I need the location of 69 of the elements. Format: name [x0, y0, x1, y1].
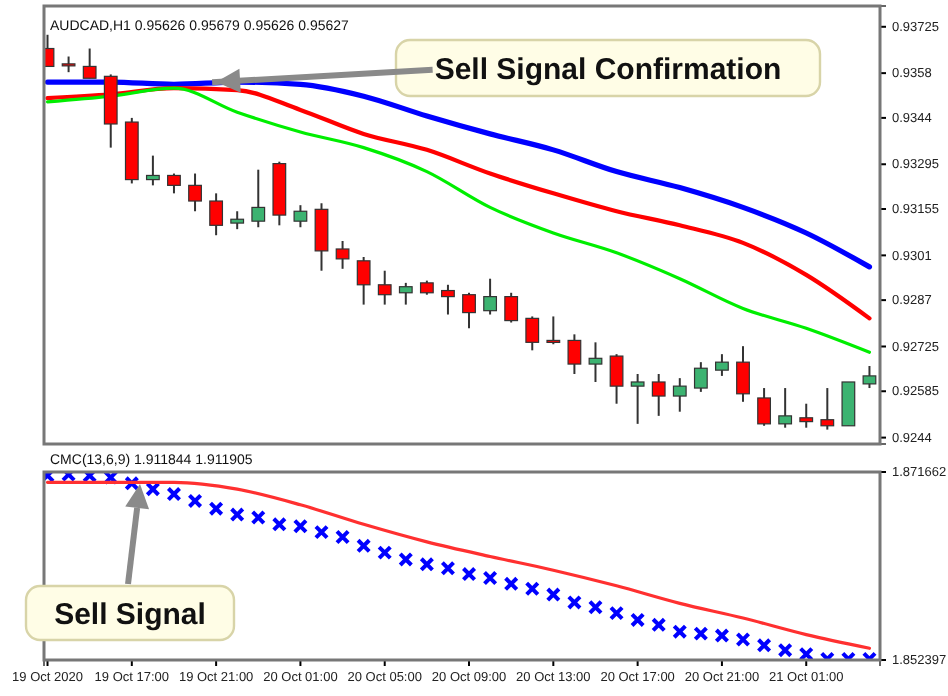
point — [440, 560, 456, 576]
point — [693, 626, 709, 642]
candlestick — [504, 291, 519, 324]
point — [124, 475, 140, 491]
point — [524, 581, 540, 597]
point — [229, 506, 245, 523]
candlestick — [398, 281, 413, 306]
candlestick — [820, 387, 835, 431]
point — [398, 551, 414, 568]
candlestick — [588, 341, 603, 383]
point — [503, 576, 519, 592]
point — [651, 617, 667, 633]
point — [587, 599, 604, 615]
annotation: Sell Signal — [54, 597, 206, 632]
point — [208, 501, 224, 517]
point — [103, 472, 119, 486]
candlestick — [145, 154, 160, 187]
candlestick — [736, 345, 750, 403]
candlestick — [651, 372, 666, 417]
candlestick — [757, 387, 772, 427]
candlestick — [693, 361, 708, 393]
candlestick — [862, 364, 877, 390]
point — [292, 518, 308, 534]
point — [482, 570, 498, 586]
candlestick — [377, 269, 392, 306]
point — [356, 538, 372, 554]
candlestick — [841, 380, 856, 427]
annotation: Sell Signal Confirmation — [434, 52, 782, 87]
candlestick — [209, 192, 224, 237]
point — [672, 624, 688, 640]
candlestick — [799, 402, 814, 429]
point — [545, 587, 561, 603]
candlestick — [251, 168, 266, 229]
point — [187, 493, 203, 509]
point — [461, 566, 477, 582]
point — [271, 516, 287, 532]
candlestick — [441, 283, 455, 316]
candlestick — [82, 47, 97, 80]
point — [630, 612, 646, 628]
candlestick — [715, 353, 729, 377]
candlestick — [356, 255, 371, 306]
candlestick — [462, 291, 476, 330]
candlestick — [335, 239, 350, 270]
point — [166, 486, 182, 502]
point — [377, 545, 393, 561]
candlestick — [293, 204, 308, 229]
candlestick — [188, 172, 202, 213]
candlestick — [546, 315, 561, 346]
candlestick — [630, 372, 645, 425]
point — [777, 642, 793, 658]
point — [608, 605, 625, 621]
line-series — [45, 480, 872, 650]
point — [313, 524, 330, 540]
candlestick — [778, 387, 793, 429]
candlestick — [672, 377, 687, 413]
point — [714, 628, 730, 644]
candlestick — [314, 202, 329, 272]
candlestick — [609, 353, 624, 405]
point — [756, 637, 772, 653]
candlestick — [567, 333, 582, 375]
candlestick — [167, 172, 181, 195]
point — [335, 529, 351, 545]
point — [566, 594, 582, 610]
point — [419, 556, 435, 572]
point — [735, 631, 751, 648]
candlestick — [525, 315, 540, 352]
candlestick — [483, 277, 498, 316]
point — [798, 646, 814, 660]
point — [250, 509, 266, 526]
